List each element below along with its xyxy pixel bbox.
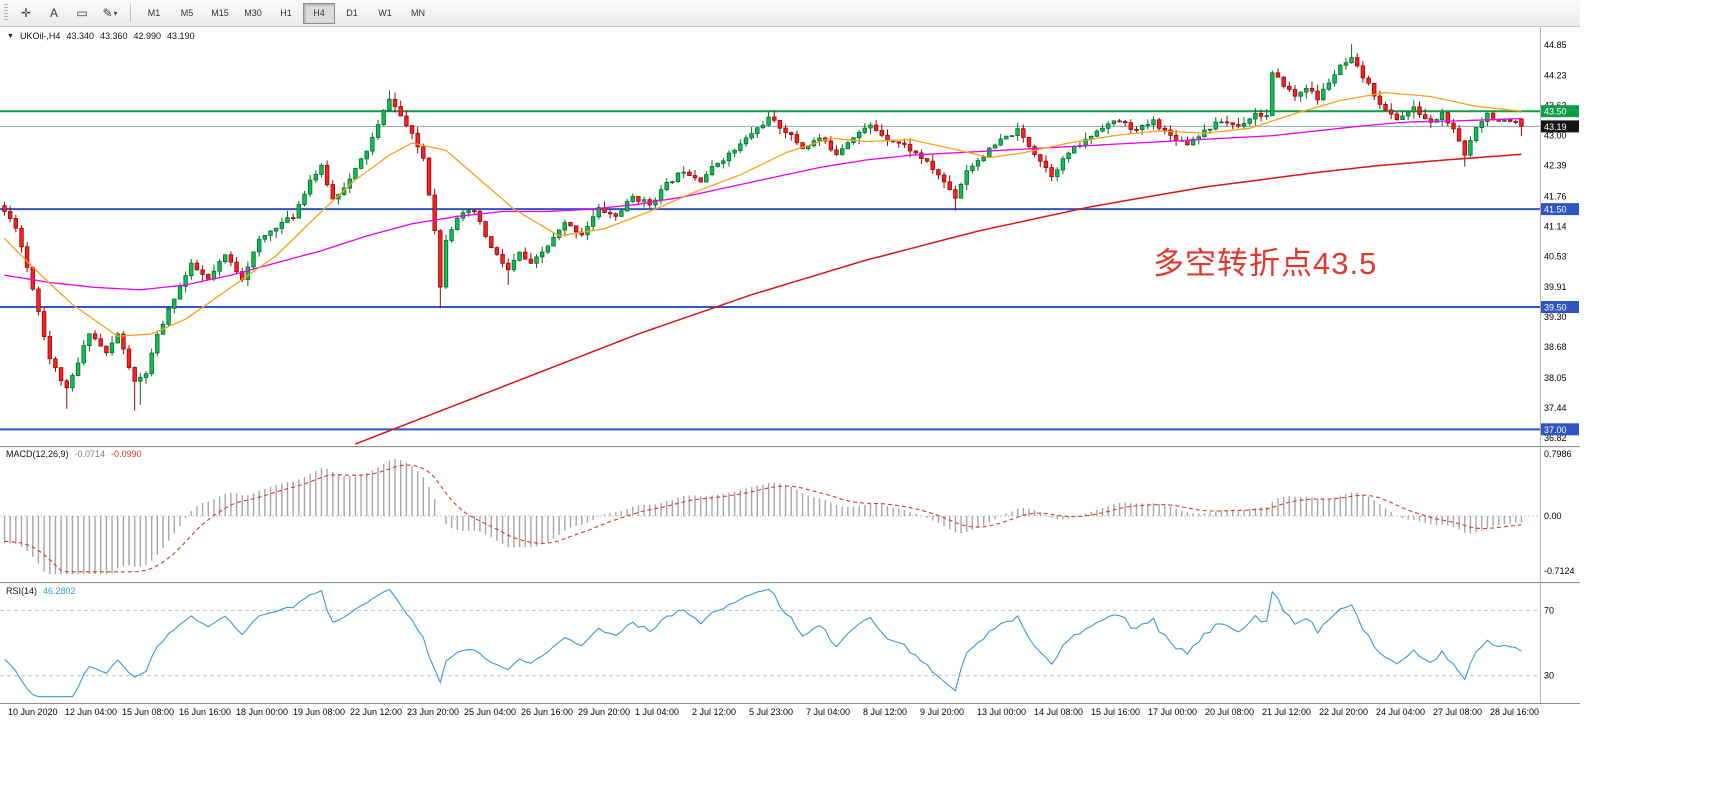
time-axis-label: 5 Jul 23:00 (749, 707, 793, 717)
crosshair-tool-button[interactable]: ✛ (13, 2, 39, 25)
time-axis-label: 24 Jul 04:00 (1376, 707, 1425, 717)
timeframe-m30-button[interactable]: M30 (244, 8, 262, 18)
draw-tool-icon: ✎ (102, 6, 113, 20)
time-axis-label: 13 Jul 00:00 (977, 707, 1026, 717)
time-axis-label: 2 Jul 12:00 (692, 707, 736, 717)
crosshair-tool-icon: ✛ (20, 6, 32, 20)
resistance-line-43-50-price-tag-label: 43.50 (1544, 107, 1567, 117)
support-line-39-50-price-tag-label: 39.50 (1544, 303, 1567, 313)
macd-histogram (3, 459, 1523, 575)
time-axis-label: 1 Jul 04:00 (635, 707, 679, 717)
toolbar-separator (130, 4, 131, 22)
price-axis-tick: 38.68 (1544, 342, 1567, 352)
time-axis-label: 18 Jun 00:00 (236, 707, 288, 717)
timeframe-w1-button[interactable]: W1 (378, 8, 392, 18)
tool-buttons-group: ✛ A ▭ ✎ ▾ (13, 2, 123, 25)
main-chart-panel[interactable] (0, 28, 1540, 444)
time-axis-label: 29 Jun 20:00 (578, 707, 630, 717)
macd-signal-line (4, 464, 1522, 573)
time-axis-label: 12 Jun 04:00 (65, 707, 117, 717)
draw-tool-button[interactable]: ✎ ▾ (97, 2, 123, 25)
timeframe-h4-button[interactable]: H4 (303, 2, 335, 24)
price-axis-tick: 40.53 (1544, 252, 1567, 262)
support-line-37-00-price-tag (1541, 423, 1579, 436)
rectangle-tool-button[interactable]: ▭ (69, 2, 95, 25)
price-axis-tick: 37.44 (1544, 403, 1567, 413)
time-axis-label: 21 Jul 12:00 (1262, 707, 1311, 717)
support-line-37-00-price-tag-label: 37.00 (1544, 425, 1567, 435)
time-axis-label: 15 Jul 16:00 (1091, 707, 1140, 717)
time-axis-label: 15 Jun 08:00 (122, 707, 174, 717)
text-tool-icon: A (49, 6, 58, 20)
ma-mid-magenta (4, 117, 1522, 291)
support-line-41-50-price-tag (1541, 203, 1579, 216)
price-axis-tick: 44.85 (1544, 40, 1567, 50)
time-axis-label: 20 Jul 08:00 (1205, 707, 1254, 717)
time-axis-label: 7 Jul 04:00 (806, 707, 850, 717)
time-axis-label: 22 Jun 12:00 (350, 707, 402, 717)
rsi-panel[interactable] (0, 583, 1540, 703)
candles-layer (2, 44, 1524, 411)
time-axis-label: 9 Jul 20:00 (920, 707, 964, 717)
price-axis-tick: 41.14 (1544, 222, 1567, 232)
price-axis-tick: 39.30 (1544, 312, 1567, 322)
timeframe-m5-button[interactable]: M5 (180, 8, 194, 18)
macd-axis-tick: 0.7986 (1544, 449, 1572, 459)
timeframe-h1-button[interactable]: H1 (280, 8, 292, 18)
toolbar: ✛ A ▭ ✎ ▾ M1 M5 M15 M30 H1 H4 D1 W1 MN (0, 0, 1580, 27)
dropdown-caret-icon: ▾ (113, 8, 118, 18)
price-axis-tick: 39.91 (1544, 282, 1567, 292)
time-axis-label: 8 Jul 12:00 (863, 707, 907, 717)
time-axis-label: 19 Jun 08:00 (293, 707, 345, 717)
rectangle-tool-icon: ▭ (76, 6, 88, 20)
rsi-level-label: 30 (1544, 671, 1554, 681)
ma-slow-red (355, 153, 1522, 445)
text-tool-button[interactable]: A (41, 2, 67, 25)
time-axis-label: 14 Jul 08:00 (1034, 707, 1083, 717)
price-axis-tick: 41.76 (1544, 191, 1567, 201)
bid-price-line-price-tag (1541, 120, 1579, 133)
rsi-line (4, 588, 1522, 698)
time-axis-label: 22 Jul 20:00 (1319, 707, 1368, 717)
toolbar-grip[interactable] (4, 4, 8, 22)
price-axis-tick: 44.23 (1544, 71, 1567, 81)
time-axis-label: 28 Jul 16:00 (1490, 707, 1539, 717)
macd-axis-tick: 0.00 (1544, 511, 1562, 521)
timeframe-m1-button[interactable]: M1 (147, 8, 161, 18)
timeframe-buttons-group: M1 M5 M15 M30 H1 H4 D1 W1 MN (138, 2, 434, 24)
resistance-line-43-50-price-tag (1541, 105, 1579, 118)
timeframe-d1-button[interactable]: D1 (346, 8, 358, 18)
time-axis-label: 10 Jun 2020 (8, 707, 58, 717)
time-axis-label: 26 Jun 16:00 (521, 707, 573, 717)
bid-price-line-price-tag-label: 43.19 (1544, 122, 1567, 132)
support-line-41-50-price-tag-label: 41.50 (1544, 205, 1567, 215)
price-axis-tick: 36.82 (1544, 433, 1567, 443)
timeframe-mn-button[interactable]: MN (411, 8, 425, 18)
time-axis-label: 16 Jun 16:00 (179, 707, 231, 717)
time-axis-label: 17 Jul 00:00 (1148, 707, 1197, 717)
timeframe-m15-button[interactable]: M15 (211, 8, 229, 18)
time-axis-label: 27 Jul 08:00 (1433, 707, 1482, 717)
macd-axis-tick: -0.7124 (1544, 566, 1575, 576)
time-axis-label: 25 Jun 04:00 (464, 707, 516, 717)
ma-fast-orange (4, 91, 1522, 337)
time-axis-label: 23 Jun 20:00 (407, 707, 459, 717)
price-axis-tick: 42.39 (1544, 161, 1567, 171)
rsi-level-label: 70 (1544, 605, 1554, 615)
price-axis-tick: 43.00 (1544, 131, 1567, 141)
support-line-39-50-price-tag (1541, 301, 1579, 313)
price-axis-tick: 38.05 (1544, 373, 1567, 383)
